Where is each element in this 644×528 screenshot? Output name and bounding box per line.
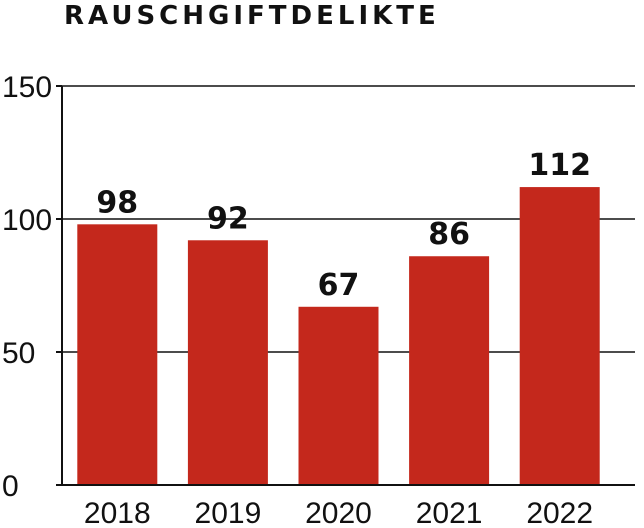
data-label-2022: 112 — [528, 148, 591, 183]
x-tick-label-2018: 2018 — [84, 497, 151, 528]
y-tick-label: 50 — [2, 337, 35, 370]
axis-layer — [56, 85, 635, 486]
bar-2021 — [409, 256, 490, 485]
chart-title: RAUSCHGIFTDELIKTE — [64, 1, 440, 31]
x-tick-label-2020: 2020 — [305, 497, 372, 528]
bar-2019 — [187, 240, 268, 485]
bar-2022 — [519, 187, 600, 485]
data-label-2020: 67 — [318, 268, 360, 303]
data-label-2018: 98 — [96, 185, 138, 220]
y-tick-label: 150 — [2, 71, 52, 104]
x-tick-label-2019: 2019 — [195, 497, 262, 528]
x-tick-label-2022: 2022 — [526, 497, 593, 528]
x-tick-label-2021: 2021 — [416, 497, 483, 528]
y-tick-label: 100 — [2, 204, 52, 237]
y-tick-label: 0 — [2, 470, 19, 503]
data-label-2021: 86 — [428, 217, 470, 252]
labels-layer: 0 50 100 150 98 2018 92 2019 67 2020 86 2021 112 2022 — [2, 71, 593, 528]
bars-layer — [77, 187, 600, 485]
bar-2020 — [298, 306, 379, 485]
bar-2018 — [77, 224, 158, 485]
data-label-2019: 92 — [207, 201, 249, 236]
